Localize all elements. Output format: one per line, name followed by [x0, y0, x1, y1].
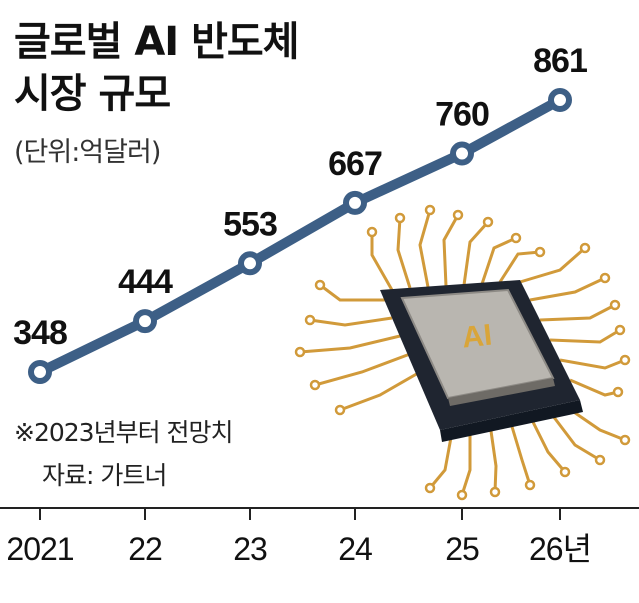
chip-trace-pad: [510, 232, 522, 244]
data-point: [450, 141, 474, 166]
chip-trace: [539, 303, 616, 322]
chart-title-line2: 시장 규모: [14, 71, 171, 117]
chip-trace-pad: [489, 486, 501, 498]
chip-trace: [396, 217, 412, 289]
unit-label: (단위:억달러): [14, 137, 161, 168]
data-point: [238, 251, 262, 276]
x-tick-label: 22: [128, 531, 162, 567]
chip-trace: [548, 411, 601, 462]
chip-die-edge: [448, 378, 555, 406]
chip-trace: [428, 431, 454, 489]
chip-trace-pad: [424, 204, 436, 216]
data-label: 553: [223, 205, 277, 243]
chip-trace-pad: [534, 246, 546, 258]
chip-trace-pad: [614, 324, 626, 336]
chip-trace: [508, 419, 532, 486]
ai-chip-illustration: AI: [294, 204, 631, 501]
chip-trace: [299, 334, 401, 354]
x-tick-label: 23: [233, 531, 267, 567]
chip-trace: [442, 214, 460, 287]
chip-trace-pad: [452, 209, 464, 221]
chip-trace: [529, 276, 606, 302]
chip-trace: [370, 232, 394, 291]
chip-trace: [488, 423, 498, 493]
chip-trace-pad: [334, 404, 346, 416]
chip-trace-pad: [559, 466, 571, 478]
x-tick-label: 26년: [529, 531, 591, 567]
chip-trace-pad: [619, 434, 631, 446]
chip-trace-pad: [304, 314, 316, 326]
x-tick-label: 24: [338, 531, 372, 567]
chip-trace-pad: [579, 242, 591, 254]
data-point: [548, 88, 572, 112]
chip-trace: [559, 358, 626, 370]
chip-side: [440, 400, 583, 442]
chip-trace-pad: [609, 299, 621, 311]
data-point: [28, 360, 52, 384]
data-label: 861: [533, 42, 587, 80]
chip-trace: [569, 378, 619, 397]
chart-title-line1: 글로벌 AI 반도체: [14, 19, 299, 65]
chip-trace-pad: [394, 212, 406, 224]
chip-trace: [480, 236, 517, 285]
chip-trace: [528, 415, 567, 473]
forecast-note: ※2023년부터 전망치: [14, 418, 234, 447]
chip-trace-pad: [594, 454, 606, 466]
chip-trace: [309, 316, 393, 327]
series-line: [35, 95, 565, 377]
data-label: 760: [435, 96, 489, 134]
data-point: [133, 309, 157, 334]
chip-trace: [498, 250, 541, 283]
chip-trace: [462, 220, 490, 286]
chip-trace-pad: [612, 386, 624, 398]
data-label: 348: [13, 314, 67, 352]
chip-trace-pad: [294, 346, 306, 358]
data-label: 667: [328, 145, 382, 183]
x-tick-label: 25: [445, 531, 479, 567]
data-point: [343, 190, 367, 215]
chip-trace: [314, 352, 411, 387]
chip-trace: [418, 209, 432, 288]
chip-trace-pad: [456, 489, 468, 501]
chip-trace: [319, 283, 385, 302]
chip-trace-pad: [524, 479, 536, 491]
chip-trace: [460, 428, 472, 496]
source-note: 자료: 가트너: [42, 461, 167, 490]
data-label: 444: [118, 263, 173, 301]
chip-label: AI: [460, 319, 493, 355]
chip-trace: [549, 328, 621, 344]
chip-trace: [519, 246, 586, 284]
chip-trace-pad: [619, 354, 631, 366]
chip-trace-pad: [314, 279, 326, 291]
chip-pins: [294, 204, 631, 501]
chip-trace-pad: [366, 226, 378, 238]
chip-trace-pad: [424, 482, 436, 494]
chip-trace: [339, 370, 421, 412]
chip-trace-pad: [309, 379, 321, 391]
x-tick-label: 2021: [6, 531, 73, 567]
chip-trace-pad: [482, 216, 494, 228]
chip-trace: [567, 406, 626, 442]
chip-trace-pad: [599, 272, 611, 284]
